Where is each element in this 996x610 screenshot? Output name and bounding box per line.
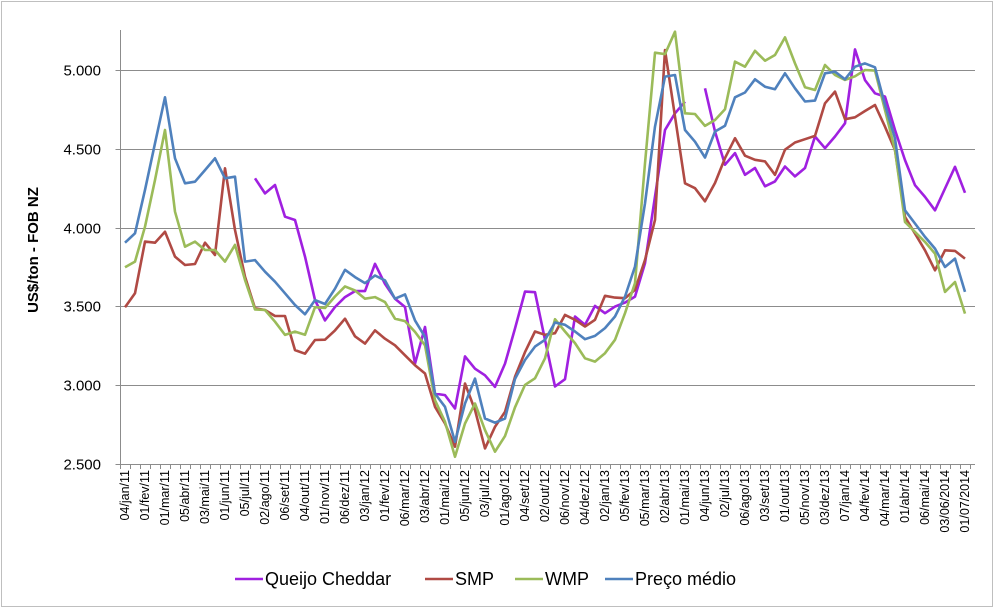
gridlines — [120, 70, 975, 386]
y-tick-label: 5.000 — [63, 63, 101, 80]
series-line-queijo-cheddar — [253, 48, 967, 410]
x-tick-label: 01/fev/11 — [138, 470, 152, 521]
x-tick-label: 04/dez/12 — [578, 470, 592, 525]
x-tick-label: 04/out/11 — [298, 470, 312, 521]
x-tick-label: 01/jun/11 — [218, 470, 232, 521]
x-tick-label: 01/07/2014 — [958, 470, 972, 533]
x-tick-label: 01/mai/13 — [678, 470, 692, 525]
x-tick-label: 05/mar/13 — [638, 470, 652, 526]
x-tick-label: 06/set/11 — [278, 470, 292, 521]
x-tick-label: 03/jul/12 — [478, 470, 492, 517]
x-tick-label: 06/mar/12 — [398, 470, 412, 526]
x-tick-label: 03/jan/12 — [358, 470, 372, 521]
x-tick-label: 06/ago/13 — [738, 470, 752, 526]
x-tick-label: 02/jul/13 — [718, 470, 732, 517]
series-line-pre-o-m-dio — [124, 62, 967, 444]
y-tick-label: 3.000 — [63, 378, 101, 395]
y-tick-label: 3.500 — [63, 299, 101, 316]
x-tick-label: 05/jul/11 — [238, 470, 252, 516]
series-line-smp — [123, 48, 966, 450]
x-tick-label: 04/jan/11 — [118, 470, 132, 521]
x-tick-label: 01/mar/11 — [158, 470, 172, 525]
x-tick-label: 06/dez/11 — [338, 470, 352, 524]
x-tick-label: 03/set/13 — [758, 470, 772, 521]
x-tick-label: 03/mai/11 — [198, 470, 212, 524]
series-line-wmp — [124, 30, 967, 459]
x-tick-label: 04/set/12 — [518, 470, 532, 521]
x-tick-label: 05/jun/12 — [458, 470, 472, 521]
legend-label: Preço médio — [635, 569, 736, 589]
x-tick-label: 02/jan/13 — [598, 470, 612, 521]
x-tick-label: 01/fev/12 — [378, 470, 392, 521]
x-tick-label: 03/06/2014 — [938, 470, 952, 533]
legend-label: WMP — [545, 569, 589, 589]
x-tick-label: 01/abr/14 — [898, 470, 912, 523]
x-tick-label: 01/mai/12 — [438, 470, 452, 525]
x-axis-ticks: 04/jan/11 01/fev/11 01/mar/11 05/abr/11 03/m… — [118, 464, 972, 533]
x-tick-label: 02/abr/13 — [658, 470, 672, 523]
x-tick-label: 03/dez/13 — [818, 470, 832, 525]
x-tick-label: 05/abr/11 — [178, 470, 192, 522]
y-tick-label: 4.000 — [63, 221, 101, 238]
x-tick-label: 03/abr/12 — [418, 470, 432, 523]
legend: Queijo Cheddar SMP WMP Preço médio — [235, 569, 736, 589]
x-tick-label: 04/fev/14 — [858, 470, 872, 521]
x-tick-label: 02/out/12 — [538, 470, 552, 522]
series-lines — [123, 30, 967, 459]
y-axis-title: US$/ton - FOB NZ — [25, 187, 42, 313]
y-axis-ticks: 2.500 3.000 3.500 4.000 4.500 5.000 — [63, 63, 121, 474]
x-tick-label: 06/nov/12 — [558, 470, 572, 525]
y-tick-label: 2.500 — [63, 457, 101, 474]
x-tick-label: 04/jun/13 — [698, 470, 712, 521]
x-tick-label: 01/nov/11 — [318, 470, 332, 524]
x-tick-label: 02/ago/11 — [258, 470, 272, 525]
x-tick-label: 05/fev/13 — [618, 470, 632, 521]
x-tick-label: 01/ago/12 — [498, 470, 512, 526]
x-tick-label: 05/nov/13 — [798, 470, 812, 525]
y-tick-label: 4.500 — [63, 142, 101, 159]
legend-label: Queijo Cheddar — [265, 569, 391, 589]
legend-label: SMP — [455, 569, 494, 589]
x-tick-label: 01/out/13 — [778, 470, 792, 522]
x-tick-label: 06/mai/14 — [918, 470, 932, 525]
x-tick-label: 04/mar/14 — [878, 470, 892, 526]
x-tick-label: 07/jan/14 — [838, 470, 852, 521]
axes — [120, 30, 975, 465]
